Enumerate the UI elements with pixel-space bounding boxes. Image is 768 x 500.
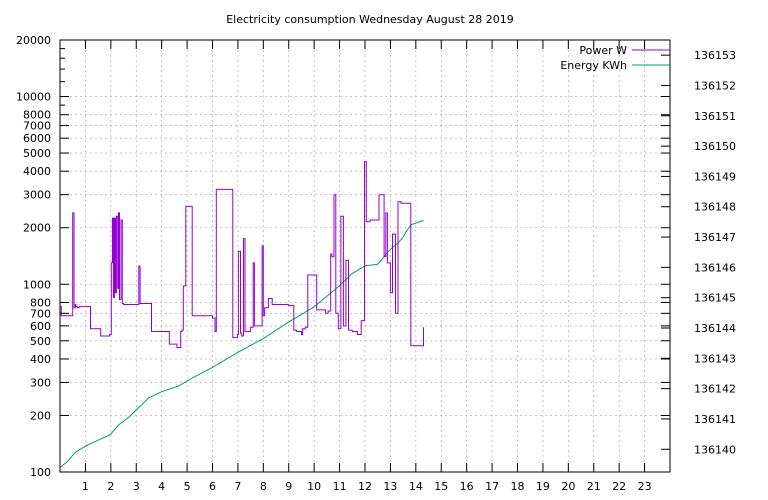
x-tick-label: 17 — [485, 480, 499, 493]
x-tick-label: 15 — [434, 480, 448, 493]
chart-title: Electricity consumption Wednesday August… — [226, 13, 514, 26]
x-tick-label: 2 — [107, 480, 114, 493]
y2-tick-label: 136152 — [694, 79, 736, 92]
legend-label: Power W — [579, 44, 627, 57]
y2-tick-label: 136151 — [694, 110, 736, 123]
y2-tick-label: 136146 — [694, 261, 736, 274]
y2-tick-label: 136147 — [694, 231, 736, 244]
x-tick-label: 10 — [307, 480, 321, 493]
x-tick-label: 13 — [383, 480, 397, 493]
y-axis-right: 136140 136141 136142 136143 136144 136145 1361… — [661, 49, 736, 456]
y-tick-label: 600 — [30, 320, 51, 333]
y-tick-label: 400 — [30, 353, 51, 366]
power-line — [60, 161, 424, 349]
x-tick-label: 19 — [536, 480, 550, 493]
x-tick-label: 16 — [460, 480, 474, 493]
y-tick-label: 800 — [30, 296, 51, 309]
y-tick-label: 10000 — [16, 91, 51, 104]
power-series — [60, 161, 424, 349]
y2-tick-label: 136141 — [694, 413, 736, 426]
y-tick-label: 300 — [30, 376, 51, 389]
y-tick-label: 5000 — [23, 147, 51, 160]
y2-tick-label: 136148 — [694, 201, 736, 214]
y2-tick-label: 136140 — [694, 443, 736, 456]
x-tick-label: 18 — [511, 480, 525, 493]
x-tick-label: 22 — [612, 480, 626, 493]
y-tick-label: 100 — [30, 466, 51, 479]
y-tick-label: 500 — [30, 335, 51, 348]
x-tick-label: 6 — [209, 480, 216, 493]
x-tick-label: 8 — [260, 480, 267, 493]
y2-tick-label: 136143 — [694, 352, 736, 365]
x-tick-label: 4 — [158, 480, 165, 493]
y2-tick-label: 136153 — [694, 49, 736, 62]
x-tick-label: 3 — [133, 480, 140, 493]
y2-tick-label: 136150 — [694, 140, 736, 153]
y2-tick-label: 136144 — [694, 322, 736, 335]
y2-tick-label: 136149 — [694, 170, 736, 183]
legend-label: Energy KWh — [560, 59, 627, 72]
y-tick-label: 700 — [30, 307, 51, 320]
y-tick-label: 8000 — [23, 109, 51, 122]
x-tick-label: 9 — [285, 480, 292, 493]
x-tick-label: 21 — [587, 480, 601, 493]
y2-tick-label: 136142 — [694, 383, 736, 396]
x-tick-label: 7 — [234, 480, 241, 493]
x-tick-label: 14 — [409, 480, 423, 493]
x-tick-label: 23 — [638, 480, 652, 493]
x-tick-label: 20 — [561, 480, 575, 493]
x-tick-label: 12 — [358, 480, 372, 493]
y2-tick-label: 136145 — [694, 292, 736, 305]
y-tick-label: 3000 — [23, 189, 51, 202]
x-axis: 1 2 3 4 5 6 7 8 9 10 11 12 13 14 15 16 17 18 19 20 21 22 23 — [82, 40, 652, 493]
y-tick-label: 7000 — [23, 120, 51, 133]
x-tick-label: 1 — [82, 480, 89, 493]
y-tick-label: 6000 — [23, 132, 51, 145]
legend: Power W Energy KWh — [560, 44, 670, 72]
y-tick-label: 200 — [30, 409, 51, 422]
y-tick-label: 2000 — [23, 222, 51, 235]
x-tick-label: 11 — [333, 480, 347, 493]
x-tick-label: 5 — [184, 480, 191, 493]
y-tick-label: 1000 — [23, 278, 51, 291]
y-tick-label: 4000 — [23, 165, 51, 178]
y-tick-label: 20000 — [16, 34, 51, 47]
